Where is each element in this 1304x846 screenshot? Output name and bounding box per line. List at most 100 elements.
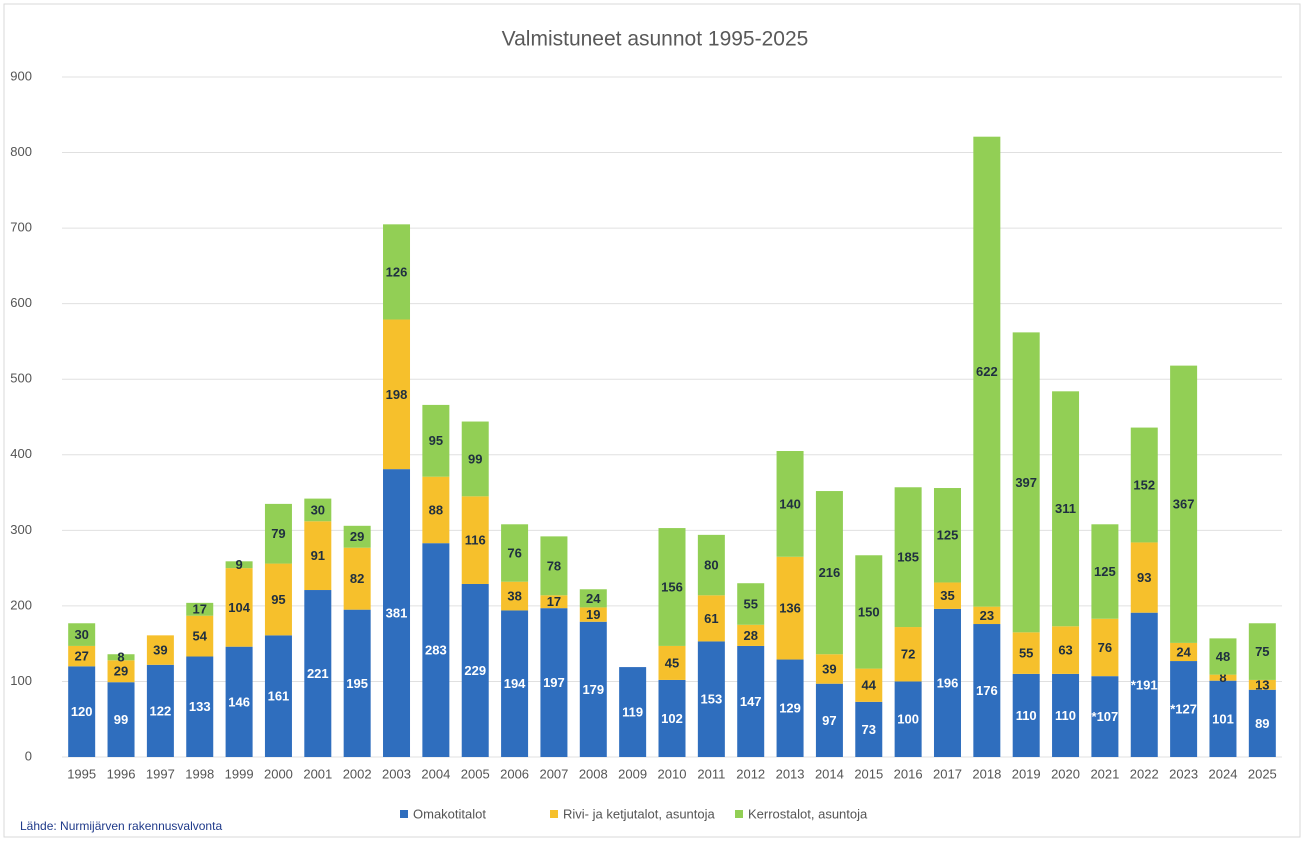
data-label: 147 xyxy=(740,694,762,709)
data-label: 126 xyxy=(386,264,408,279)
data-label: 100 xyxy=(897,712,919,727)
bar-segment xyxy=(1052,391,1080,627)
data-label: 122 xyxy=(150,703,172,718)
bar-segment xyxy=(422,476,450,544)
data-label: 110 xyxy=(1016,708,1037,723)
x-tick-label: 2007 xyxy=(539,766,568,781)
data-label: 30 xyxy=(74,627,88,642)
data-label: 116 xyxy=(465,533,486,548)
bar-segment xyxy=(343,609,371,757)
data-label: 48 xyxy=(1216,649,1230,664)
bar-segment xyxy=(343,547,371,610)
data-label: 24 xyxy=(1176,644,1191,659)
bar-segment xyxy=(697,641,725,757)
bar-segment xyxy=(1091,676,1119,757)
bar-segment xyxy=(973,606,1001,625)
data-label: 78 xyxy=(547,558,561,573)
bar-segment xyxy=(579,607,607,622)
bar-segment xyxy=(304,521,332,591)
x-tick-label: 2015 xyxy=(854,766,883,781)
data-label: 93 xyxy=(1137,570,1151,585)
bar-segment xyxy=(815,683,843,757)
data-label: 101 xyxy=(1212,711,1234,726)
bar-segment xyxy=(146,635,174,665)
x-tick-label: 2021 xyxy=(1090,766,1119,781)
bar-segment xyxy=(68,666,96,757)
bar-segment xyxy=(737,645,765,757)
bar-segment xyxy=(501,581,529,611)
data-label: 45 xyxy=(665,655,679,670)
bar-segment xyxy=(107,654,135,661)
x-tick-label: 1995 xyxy=(67,766,96,781)
x-tick-label: 2010 xyxy=(658,766,687,781)
data-label: 99 xyxy=(468,451,482,466)
bar-segment xyxy=(1012,632,1040,674)
bar-segment xyxy=(1170,661,1198,757)
bar-segment xyxy=(186,602,214,616)
bar-segment xyxy=(1091,524,1119,619)
source: Lähde: Nurmijärven rakennusvalvonta xyxy=(20,819,222,833)
bar-segment xyxy=(855,555,883,669)
bar-segment xyxy=(383,224,411,320)
y-tick-label: 700 xyxy=(10,220,32,235)
x-tick-label: 2008 xyxy=(579,766,608,781)
bar-segment xyxy=(619,667,647,757)
legend-label: Kerrostalot, asuntoja xyxy=(748,806,868,821)
data-label: 24 xyxy=(586,591,601,606)
bar-segment xyxy=(1052,673,1080,757)
bar-segment xyxy=(264,563,292,636)
data-label: 55 xyxy=(743,596,757,611)
bar-segment xyxy=(1170,365,1198,643)
x-tick-label: 2022 xyxy=(1130,766,1159,781)
bar-segment xyxy=(737,583,765,625)
x-tick-label: 2012 xyxy=(736,766,765,781)
data-label: 72 xyxy=(901,647,915,662)
y-tick-label: 0 xyxy=(25,748,32,763)
data-label: 125 xyxy=(937,528,959,543)
data-label: 194 xyxy=(504,676,526,691)
bar-segment xyxy=(225,646,253,757)
data-label: 125 xyxy=(1094,564,1116,579)
data-label: 8 xyxy=(1219,670,1226,685)
bar-segment xyxy=(1130,612,1158,757)
data-label: 19 xyxy=(586,607,600,622)
x-tick-label: 2003 xyxy=(382,766,411,781)
bar-segment xyxy=(540,536,568,596)
data-label: 104 xyxy=(228,600,250,615)
bar-segment xyxy=(697,595,725,642)
data-label: 176 xyxy=(976,683,998,698)
bar-segment xyxy=(579,589,607,608)
data-label: 622 xyxy=(976,364,998,379)
data-label: 311 xyxy=(1055,501,1076,516)
data-label: 136 xyxy=(779,601,801,616)
legend-swatch xyxy=(400,810,408,818)
data-label: 44 xyxy=(862,678,877,693)
data-label: 61 xyxy=(704,611,718,626)
data-label: 140 xyxy=(779,496,801,511)
data-label: 89 xyxy=(1255,716,1269,731)
data-label: 13 xyxy=(1255,677,1269,692)
bar-segment xyxy=(1248,679,1276,690)
bar-segment xyxy=(107,682,135,757)
y-tick-label: 200 xyxy=(10,597,32,612)
bar-segment xyxy=(697,534,725,596)
bar-segment xyxy=(1091,618,1119,677)
data-label: 102 xyxy=(661,711,683,726)
data-label: 197 xyxy=(543,675,565,690)
data-label: 146 xyxy=(228,694,250,709)
data-label: 29 xyxy=(350,529,364,544)
bar-segment xyxy=(1209,638,1237,675)
data-label: 80 xyxy=(704,558,718,573)
legend-label: Omakotitalot xyxy=(413,806,486,821)
x-tick-label: 2006 xyxy=(500,766,529,781)
data-label: 229 xyxy=(464,663,486,678)
data-label: 133 xyxy=(189,699,211,714)
data-label: 54 xyxy=(193,629,208,644)
x-tick-label: 1998 xyxy=(185,766,214,781)
data-label: 397 xyxy=(1015,475,1037,490)
bar-segment xyxy=(658,679,686,757)
bar-segment xyxy=(658,528,686,646)
bar-segment xyxy=(855,701,883,757)
bar-segment xyxy=(776,659,804,757)
